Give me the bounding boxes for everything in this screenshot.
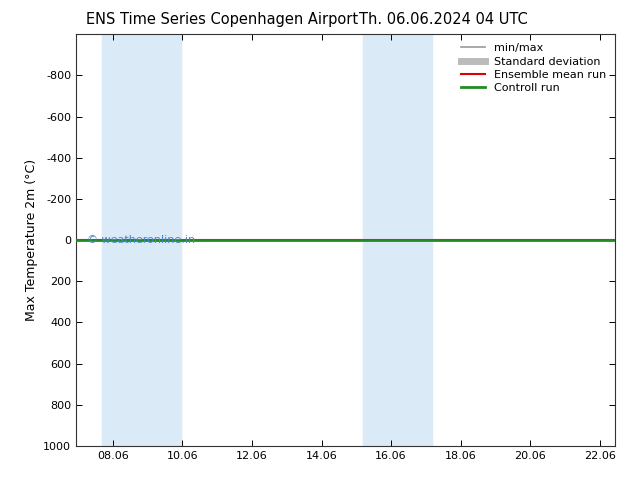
Text: © weatheronline.in: © weatheronline.in	[87, 235, 195, 245]
Y-axis label: Max Temperature 2m (°C): Max Temperature 2m (°C)	[25, 159, 37, 321]
Legend: min/max, Standard deviation, Ensemble mean run, Controll run: min/max, Standard deviation, Ensemble me…	[456, 39, 611, 98]
Text: ENS Time Series Copenhagen Airport: ENS Time Series Copenhagen Airport	[86, 12, 358, 27]
Bar	[363, 34, 432, 446]
Bar	[102, 34, 181, 446]
Text: Th. 06.06.2024 04 UTC: Th. 06.06.2024 04 UTC	[359, 12, 528, 27]
